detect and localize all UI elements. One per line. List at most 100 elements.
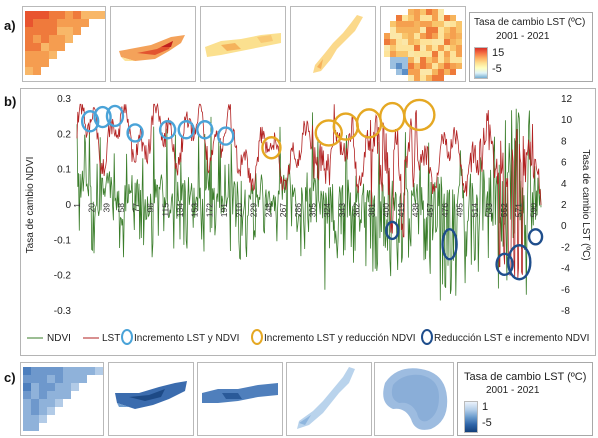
panel-a-label: a) xyxy=(4,18,16,33)
left-axis-title: Tasa de cambio NDVI xyxy=(25,157,36,254)
x-axis-tick: 381 xyxy=(366,203,376,217)
highlight-ellipse xyxy=(105,104,125,128)
legend-a-max: 15 xyxy=(492,47,505,59)
legend-a-colorbar xyxy=(474,47,488,79)
right-axis-tick: 10 xyxy=(561,115,573,126)
legend-panel-a: Tasa de cambio LST (ºC) 2001 - 2021 15 -… xyxy=(469,12,593,82)
x-axis-tick: 267 xyxy=(278,203,288,217)
x-axis-tick: 343 xyxy=(337,203,347,217)
x-axis-tick: 248 xyxy=(263,203,273,217)
timeseries-chart: 0.3 0.2 0.1 0 -0.1 -0.2 -0.3 12 10 8 6 4 2 0 -2 -4 -6 -8 T… xyxy=(20,88,596,356)
map-thumbnail-c4 xyxy=(286,362,372,436)
legend-light-blue-label: Incremento LST y NDVI xyxy=(134,333,239,344)
x-axis-tick: 457 xyxy=(425,203,435,217)
x-axis-tick: 134 xyxy=(175,203,185,217)
highlight-ellipse xyxy=(196,120,214,140)
left-axis-tick: 0 xyxy=(65,200,71,211)
right-axis-tick: 8 xyxy=(561,136,567,147)
x-axis-tick: 400 xyxy=(381,203,391,217)
x-axis-tick: 438 xyxy=(411,203,421,217)
left-axis-tick: -0.3 xyxy=(54,306,72,317)
highlight-ellipse xyxy=(80,110,100,133)
right-axis-tick: -2 xyxy=(561,242,570,253)
x-axis-tick: 324 xyxy=(322,203,332,217)
x-axis-tick: 172 xyxy=(204,203,214,217)
right-axis-tick: -6 xyxy=(561,285,570,296)
map-thumbnail-c1 xyxy=(20,362,104,436)
x-axis-tick: 20 xyxy=(87,203,97,213)
x-axis-tick: 58 xyxy=(116,203,126,213)
x-axis-tick: 362 xyxy=(352,203,362,217)
highlight-ellipse xyxy=(217,126,235,146)
highlight-ellipse xyxy=(355,108,383,139)
legend-dark-blue-circle xyxy=(421,329,433,345)
legend-a-min: -5 xyxy=(492,63,502,75)
right-axis-tick: 6 xyxy=(561,158,567,169)
right-axis-tick: -8 xyxy=(561,306,570,317)
legend-c-max: 1 xyxy=(482,401,489,413)
right-axis-tick: 2 xyxy=(561,200,567,211)
x-axis-tick: 552 xyxy=(499,203,509,217)
map-thumbnail-a5 xyxy=(380,6,466,82)
legend-dark-blue-label: Reducción LST e incremento NDVI xyxy=(434,333,589,344)
x-axis-tick: 96 xyxy=(146,203,156,213)
highlight-ellipse xyxy=(158,120,177,140)
legend-c-colorbar xyxy=(464,401,478,433)
map-thumbnail-c5 xyxy=(374,362,454,436)
legend-c-years: 2001 - 2021 xyxy=(486,385,540,396)
x-axis-tick: 115 xyxy=(160,203,170,217)
x-axis-tick: 191 xyxy=(219,203,229,217)
highlight-ellipse xyxy=(495,252,514,277)
left-axis-tick: 0.3 xyxy=(57,94,71,105)
highlight-ellipse xyxy=(261,136,282,160)
highlight-ellipse xyxy=(93,105,112,129)
ndvi-series-line xyxy=(76,108,542,301)
x-axis-tick: 590 xyxy=(528,203,538,217)
legend-panel-c: Tasa de cambio LST (ºC) 2001 - 2021 1 -5 xyxy=(457,362,593,436)
left-axis-tick: 0.1 xyxy=(57,165,71,176)
x-axis-tick: 514 xyxy=(469,203,479,217)
x-axis-tick: 39 xyxy=(101,203,111,213)
left-axis-tick: -0.1 xyxy=(54,235,72,246)
left-axis-tick: 0.2 xyxy=(57,129,71,140)
x-axis-tick: 305 xyxy=(307,203,317,217)
highlight-ellipse xyxy=(403,98,436,132)
map-thumbnail-c3 xyxy=(197,362,283,436)
x-axis-tick: 495 xyxy=(455,203,465,217)
x-axis-tick: 533 xyxy=(484,203,494,217)
highlight-ellipse xyxy=(527,228,544,246)
map-thumbnail-a1 xyxy=(22,6,106,82)
legend-a-years: 2001 - 2021 xyxy=(496,31,550,42)
x-axis-tick: 571 xyxy=(514,203,524,217)
map-thumbnail-a2 xyxy=(110,6,196,82)
highlight-ellipse xyxy=(332,112,359,141)
right-axis-title: Tasa de cambio LST (ºC) xyxy=(580,149,591,260)
x-axis-tick: 419 xyxy=(396,203,406,217)
map-thumbnail-c2 xyxy=(108,362,194,436)
right-axis-tick: -4 xyxy=(561,264,570,275)
legend-yellow-circle xyxy=(251,329,263,345)
legend-light-blue-circle xyxy=(121,329,133,345)
highlight-ellipse xyxy=(177,120,195,140)
highlight-ellipse xyxy=(126,123,144,143)
x-axis-tick: 77 xyxy=(131,203,141,213)
map-thumbnail-a4 xyxy=(290,6,376,82)
lst-series-line xyxy=(76,102,542,280)
x-axis-tick: 1 xyxy=(72,203,82,208)
highlight-ellipse xyxy=(507,244,532,281)
legend-a-title: Tasa de cambio LST (ºC) xyxy=(474,17,586,28)
legend-yellow-label: Incremento LST y reducción NDVI xyxy=(264,333,416,344)
right-axis-tick: 4 xyxy=(561,179,567,190)
legend-c-min: -5 xyxy=(482,417,492,429)
panel-c-label: c) xyxy=(4,370,16,385)
left-axis-tick: -0.2 xyxy=(54,271,72,282)
map-thumbnail-a3 xyxy=(200,6,286,82)
x-axis-tick: 210 xyxy=(234,203,244,217)
highlight-ellipse xyxy=(385,220,400,241)
x-axis-tick: 476 xyxy=(440,203,450,217)
panel-b-label: b) xyxy=(4,94,17,109)
highlight-ellipse xyxy=(379,101,406,133)
legend-ndvi-label: NDVI xyxy=(47,333,71,344)
legend-c-title: Tasa de cambio LST (ºC) xyxy=(464,371,587,383)
highlight-ellipse xyxy=(441,228,458,261)
